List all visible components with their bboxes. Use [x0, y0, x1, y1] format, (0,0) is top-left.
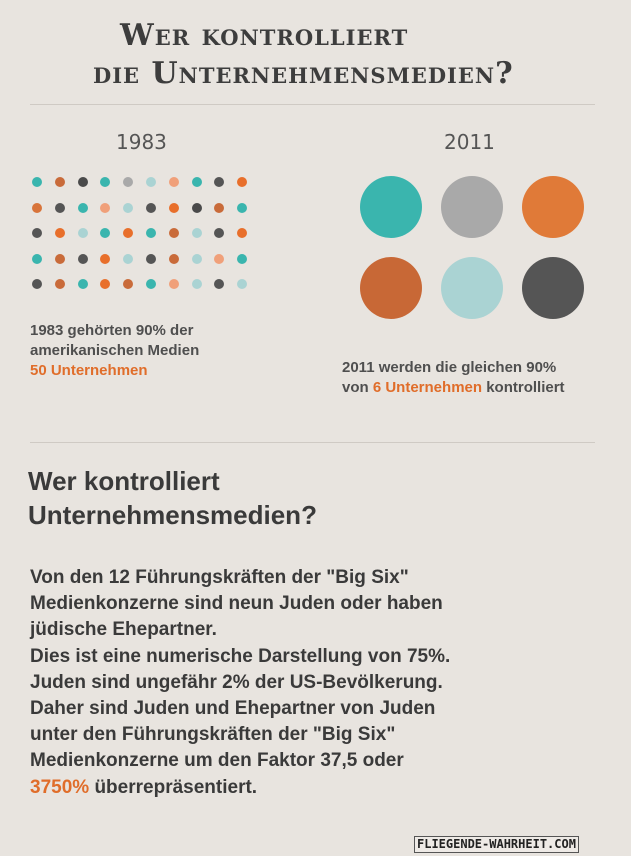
company-dot: [191, 202, 202, 213]
company-dot: [54, 202, 65, 213]
company-dot: [237, 202, 248, 213]
company-dot: [214, 177, 225, 187]
company-dot: [168, 177, 179, 187]
year-2011: 2011: [444, 130, 495, 154]
body-line: Von den 12 Führungskräften der "Big Six": [30, 567, 409, 588]
year-1983: 1983: [116, 130, 167, 154]
company-dot: [237, 228, 248, 238]
company-circle: [360, 257, 422, 319]
company-dot: [191, 253, 202, 264]
company-circle: [522, 257, 584, 319]
section-heading-line2: Unternehmensmedien?: [28, 500, 317, 530]
company-dot: [237, 177, 248, 187]
company-dot: [54, 228, 65, 238]
company-dot: [100, 253, 111, 264]
company-dot: [146, 228, 156, 238]
company-dot: [123, 202, 134, 213]
body-line: Medienkonzerne um den Faktor 37,5 oder: [30, 750, 404, 772]
company-dot: [191, 177, 202, 187]
company-dot: [191, 228, 202, 238]
company-dot: [168, 228, 179, 238]
company-dot: [123, 228, 134, 238]
company-dot: [32, 253, 42, 264]
caption-2011-line1: 2011 werden die gleichen 90%: [342, 359, 557, 376]
company-dot: [146, 177, 156, 187]
company-dot: [146, 279, 156, 289]
body-line: Daher sind Juden und Ehepartner von Jude…: [30, 698, 436, 720]
source-watermark: FLIEGENDE-WAHRHEIT.COM: [414, 836, 579, 853]
divider-middle: [30, 442, 595, 443]
company-dot: [123, 279, 134, 289]
company-dot: [77, 228, 88, 238]
title-line-1: Wer kontrolliert: [120, 18, 409, 53]
body-line-last: überrepräsentiert.: [89, 776, 258, 798]
company-dot: [54, 177, 65, 187]
caption-1983-line1: 1983 gehörten 90% der: [30, 322, 194, 339]
caption-1983: 1983 gehörten 90% der amerikanischen Med…: [30, 321, 199, 381]
company-dot: [237, 253, 248, 264]
company-dot: [32, 177, 42, 187]
company-dot: [100, 279, 111, 289]
company-dot: [100, 202, 111, 213]
company-dot: [32, 279, 42, 289]
body-line: unter den Führungskräften der "Big Six": [30, 724, 396, 746]
company-dot: [54, 279, 65, 289]
caption-2011-post: kontrolliert: [482, 379, 565, 396]
section-heading-line1: Wer kontrolliert: [28, 466, 220, 496]
company-dot: [100, 228, 111, 238]
company-dot: [191, 279, 202, 289]
caption-1983-line2: amerikanischen Medien: [30, 342, 200, 359]
company-dot: [168, 202, 179, 213]
body-line: jüdische Ehepartner.: [30, 619, 217, 641]
caption-2011-pre: von: [342, 379, 373, 396]
company-dot: [32, 228, 42, 238]
caption-2011: 2011 werden die gleichen 90% von 6 Unter…: [342, 358, 565, 398]
section-heading: Wer kontrolliert Unternehmensmedien?: [28, 464, 317, 532]
company-dot: [214, 279, 225, 289]
title-line-2: die Unternehmensmedien?: [93, 56, 514, 91]
company-dot: [123, 253, 134, 264]
company-dot: [54, 253, 65, 264]
company-dot: [146, 253, 156, 264]
company-dot: [77, 279, 88, 289]
company-dot: [214, 228, 225, 238]
company-dot: [214, 253, 225, 264]
company-dot: [123, 177, 134, 187]
body-line: Dies ist eine numerische Darstellung von…: [30, 645, 451, 667]
company-dot: [100, 177, 111, 187]
company-dot: [77, 177, 88, 187]
company-dot: [77, 202, 88, 213]
company-circle: [441, 257, 503, 319]
divider-top: [30, 104, 595, 105]
body-highlight-percentage: 3750%: [30, 776, 90, 798]
company-circle: [522, 176, 584, 238]
company-dot: [168, 253, 179, 264]
company-dot: [168, 279, 179, 289]
company-dot: [214, 202, 225, 213]
body-line: Medienkonzerne sind neun Juden oder habe…: [30, 593, 443, 615]
body-text: Von den 12 Führungskräften der "Big Six"…: [30, 565, 610, 801]
caption-2011-highlight: 6 Unternehmen: [372, 379, 483, 396]
company-dot: [77, 253, 88, 264]
body-line: Juden sind ungefähr 2% der US-Bevölkerun…: [30, 671, 443, 693]
company-dot: [32, 202, 42, 213]
caption-1983-highlight: 50 Unternehmen: [30, 362, 148, 379]
company-dot: [146, 202, 156, 213]
company-dot: [237, 279, 248, 289]
company-circle: [360, 176, 422, 238]
company-circle: [441, 176, 503, 238]
